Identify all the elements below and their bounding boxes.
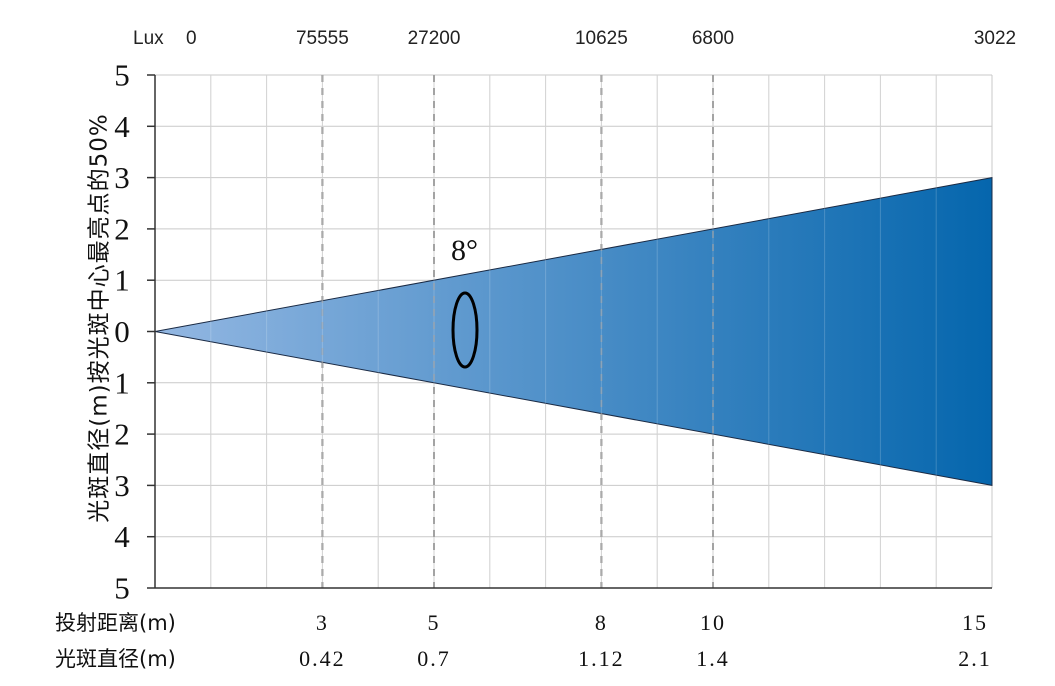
y-tick-label: 3	[114, 468, 130, 503]
diameter-value: 0.42	[299, 646, 346, 671]
y-tick-label: 1	[114, 365, 130, 400]
distance-value: 8	[595, 610, 608, 635]
lux-zero-label: 0	[186, 28, 197, 49]
bottom-rows: 3 0.42 5 0.7 8 1.12 10 1.4 15 2.1	[299, 610, 992, 671]
diameter-value: 1.12	[578, 646, 625, 671]
y-tick-label: 3	[114, 160, 130, 195]
y-tick-label: 4	[114, 109, 130, 144]
lux-value: 3022	[974, 28, 1016, 49]
y-tick-labels: 5 4 3 2 1 0 1 2 3 4 5	[114, 58, 130, 606]
beam-area	[154, 75, 993, 588]
distance-value: 5	[428, 610, 441, 635]
diameter-value: 0.7	[417, 646, 451, 671]
diameter-row-label: 光斑直径(m)	[55, 647, 176, 671]
y-tick-label: 1	[114, 263, 130, 298]
lux-value: 27200	[408, 28, 461, 49]
lux-label: Lux	[133, 28, 164, 49]
y-tick-label: 0	[114, 314, 130, 349]
y-tick-label: 4	[114, 519, 130, 554]
y-tick-label: 2	[114, 417, 130, 452]
y-axis-label: 光斑直径(m)按光斑中心最亮点的50%	[87, 113, 113, 522]
distance-value: 10	[700, 610, 726, 635]
lux-values: 75555 27200 10625 6800 3022	[296, 28, 1016, 49]
distance-value: 15	[962, 610, 988, 635]
y-tick-label: 5	[114, 571, 130, 606]
distance-value: 3	[316, 610, 329, 635]
lux-value: 10625	[575, 28, 628, 49]
y-tick-label: 2	[114, 211, 130, 246]
beam-triangle	[154, 176, 993, 487]
distance-row-label: 投射距离(m)	[55, 611, 176, 635]
diameter-value: 2.1	[958, 646, 992, 671]
axes	[147, 74, 992, 589]
beam-angle-ellipse	[451, 291, 479, 369]
y-tick-label: 5	[114, 58, 130, 93]
beam-angle-label: 8°	[451, 234, 478, 267]
lux-value: 75555	[296, 28, 349, 49]
diameter-value: 1.4	[696, 646, 730, 671]
lux-value: 6800	[692, 28, 734, 49]
